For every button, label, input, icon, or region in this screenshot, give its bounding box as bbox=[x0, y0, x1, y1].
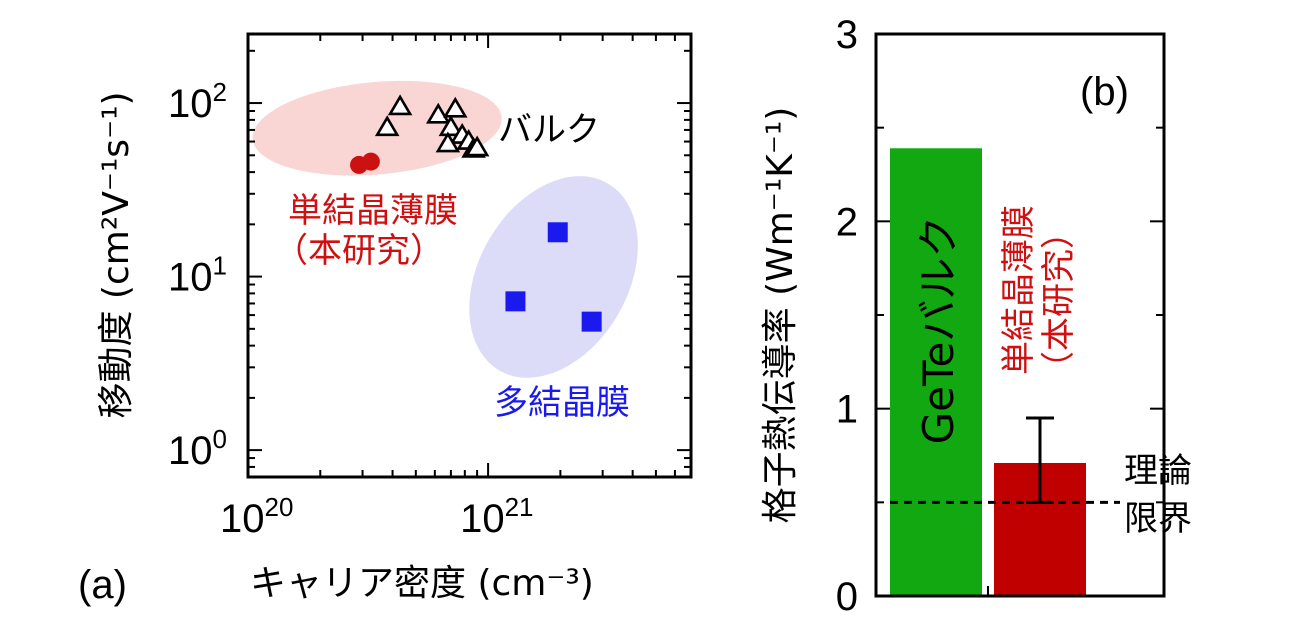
reference-label-line2: 限界 bbox=[1124, 499, 1192, 539]
panel-a-x-axis-label: キャリア密度 (cm⁻³) bbox=[250, 563, 594, 604]
bulk-point bbox=[387, 94, 413, 116]
y-tick-label: 3 bbox=[836, 13, 858, 57]
bulk-point bbox=[438, 115, 464, 137]
bar-label-gete-bulk: GeTeバルク bbox=[914, 216, 963, 445]
bar-label-single-crystal: 単結晶薄膜 bbox=[999, 205, 1039, 375]
panel-b-ticks: 0 1 2 3 bbox=[836, 13, 1164, 619]
panel-b-y-axis-label: 格子熱伝導率 (Wm⁻¹K⁻¹) bbox=[760, 107, 801, 524]
y-tick-label: 101 bbox=[168, 251, 227, 300]
reference-label-line1: 理論 bbox=[1124, 451, 1192, 491]
y-tick-label: 100 bbox=[168, 424, 227, 473]
bulk-point bbox=[425, 102, 451, 124]
annotation-polycrystal: 多結晶膜 bbox=[494, 383, 630, 423]
bulk-point bbox=[435, 131, 461, 153]
bar-label-single-crystal-this-work: （本研究） bbox=[1039, 215, 1079, 385]
x-tick-label: 1021 bbox=[460, 492, 533, 541]
polycrystal-point bbox=[505, 291, 526, 312]
bulk-point bbox=[464, 135, 490, 157]
panel-a-label: (a) bbox=[78, 563, 127, 607]
y-tick-label: 2 bbox=[836, 200, 858, 244]
polycrystal-point bbox=[547, 222, 568, 243]
polycrystal-point bbox=[581, 311, 602, 332]
region-0 bbox=[252, 80, 502, 176]
panel-a-y-axis-label: 移動度 (cm²V⁻¹s⁻¹) bbox=[96, 91, 137, 418]
bulk-point bbox=[374, 115, 400, 137]
bulk-point bbox=[443, 96, 468, 118]
annotation-single-crystal: 単結晶薄膜 bbox=[288, 191, 458, 231]
panel-b-label: (b) bbox=[1080, 70, 1129, 114]
y-tick-label: 1 bbox=[836, 388, 858, 432]
y-tick-label: 0 bbox=[836, 575, 858, 619]
bar-0 bbox=[890, 148, 982, 597]
single-crystal-point bbox=[361, 152, 380, 171]
panel-b-bars bbox=[890, 148, 1086, 597]
panel-b-reference-line bbox=[890, 416, 1120, 504]
y-tick-label: 102 bbox=[168, 77, 227, 126]
annotation-bulk: バルク bbox=[498, 110, 600, 150]
panel-a-ticks: 1020 1021 100 101 102 bbox=[168, 34, 692, 541]
annotation-single-crystal-this-work: （本研究） bbox=[274, 231, 444, 271]
region-2 bbox=[469, 176, 638, 378]
panel-a-points bbox=[350, 94, 602, 332]
panel-a-mobility-chart: 1020 1021 100 101 102 バルク 単結晶薄膜 （本研究） 多結晶膜 キ… bbox=[78, 32, 693, 607]
x-tick-label: 1020 bbox=[220, 492, 293, 541]
panel-a-axes-frame bbox=[246, 32, 693, 479]
